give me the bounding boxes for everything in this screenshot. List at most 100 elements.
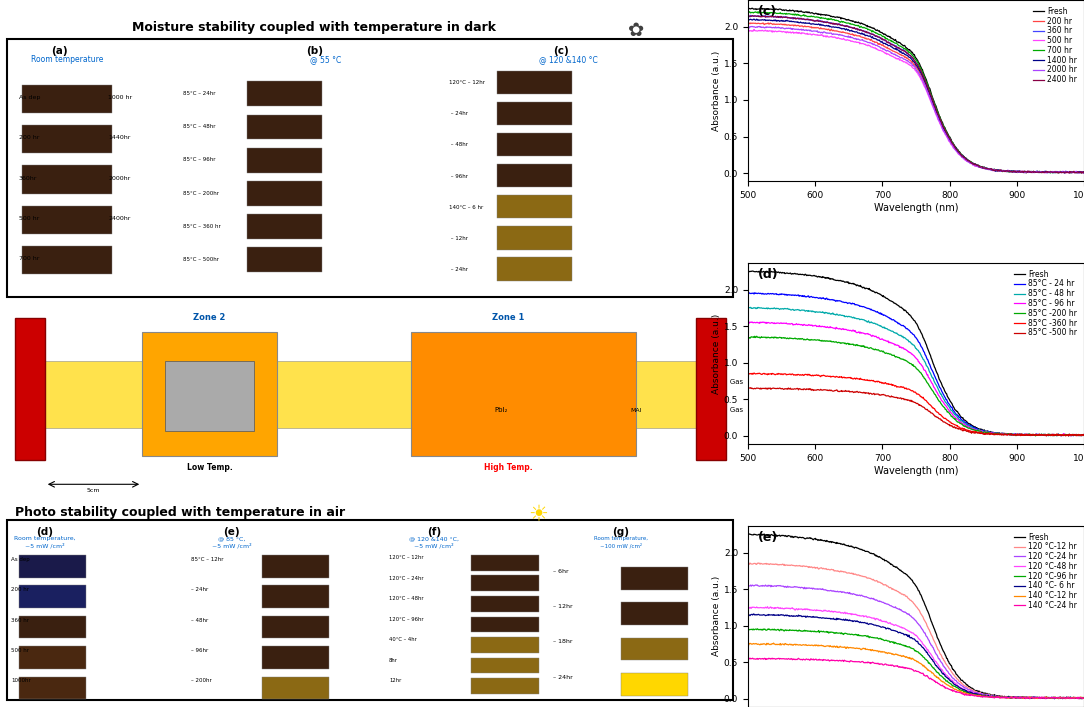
140 °C-12 hr (904, 655, 917, 663)
500 hr (942, 136, 955, 145)
85°C - 24 hr (1071, 431, 1084, 440)
Line: Fresh: Fresh (748, 271, 1084, 436)
120 °C-24 hr (1077, 694, 1084, 702)
120 °C-12 hr (902, 594, 915, 602)
120 °C-48 hr (924, 649, 937, 658)
85°C -500 hr (902, 396, 915, 404)
85°C -360 hr (942, 416, 955, 425)
Bar (498, 102, 572, 125)
120 °C-48 hr (741, 603, 754, 612)
Bar (23, 206, 112, 234)
700 hr (1044, 169, 1057, 177)
Text: – 24hr: – 24hr (554, 674, 573, 680)
120 °C-48 hr (942, 673, 955, 682)
Text: (g): (g) (612, 527, 630, 537)
140 °C-12 hr (1018, 694, 1031, 702)
Text: (f): (f) (427, 527, 441, 537)
Text: (c): (c) (553, 46, 569, 56)
140 °C-12 hr (1077, 694, 1084, 703)
Text: (d): (d) (37, 527, 53, 537)
Text: 85°C – 200hr: 85°C – 200hr (183, 190, 219, 196)
85°C -500 hr (1077, 431, 1084, 439)
Y-axis label: Absorbance (a.u.): Absorbance (a.u.) (712, 50, 721, 131)
85°C - 24 hr (924, 362, 937, 370)
2400 hr (1075, 169, 1084, 177)
Bar (472, 617, 539, 632)
120 °C-12 hr (904, 596, 917, 604)
Text: 120°C – 12hr: 120°C – 12hr (389, 555, 424, 561)
120 °C-48 hr (904, 628, 917, 636)
140 °C-12 hr (942, 682, 955, 690)
85°C -200 hr (924, 383, 937, 392)
Fresh (741, 267, 754, 276)
Text: Low Temp.: Low Temp. (186, 463, 232, 472)
360 hr (942, 133, 955, 141)
85°C -200 hr (1018, 431, 1031, 439)
85°C - 48 hr (942, 402, 955, 410)
85°C - 24 hr (942, 399, 955, 408)
Y-axis label: Absorbance (a.u.): Absorbance (a.u.) (712, 313, 721, 394)
Bar (261, 585, 330, 608)
360 hr (1077, 168, 1084, 177)
2000 hr (1072, 169, 1084, 177)
Text: 1000hr: 1000hr (11, 678, 31, 684)
Text: (b): (b) (306, 46, 323, 56)
Text: 85°C – 96hr: 85°C – 96hr (183, 157, 216, 163)
120 °C-48 hr (1077, 694, 1084, 702)
Fresh (902, 572, 915, 580)
120 °C-12 hr (924, 629, 937, 637)
85°C - 48 hr (904, 338, 917, 346)
85°C - 96 hr (1077, 431, 1084, 439)
140 °C-24 hr (741, 654, 754, 662)
2400 hr (942, 133, 955, 141)
Text: Room temperature,: Room temperature, (14, 536, 76, 541)
Text: 1440hr: 1440hr (108, 135, 131, 141)
360 hr (902, 50, 915, 59)
Text: – 200hr: – 200hr (191, 678, 211, 684)
1400 hr (741, 16, 754, 24)
85°C -500 hr (1040, 432, 1053, 440)
1400 hr (904, 53, 917, 62)
Line: 85°C - 48 hr: 85°C - 48 hr (748, 308, 1084, 436)
85°C - 96 hr (1070, 431, 1083, 439)
85°C - 48 hr (741, 304, 754, 312)
120 °C-96 hr (902, 643, 915, 651)
500 hr (1077, 168, 1084, 176)
120 °C-24 hr (904, 612, 917, 620)
85°C - 48 hr (744, 303, 757, 312)
140 °C-12 hr (767, 639, 780, 648)
700 hr (741, 8, 754, 17)
Bar (498, 195, 572, 218)
140 °C- 6 hr (942, 674, 955, 683)
85°C - 96 hr (901, 346, 914, 355)
Text: – 24hr: – 24hr (449, 111, 468, 117)
Fresh (1077, 168, 1084, 176)
Fresh (942, 132, 955, 140)
Fresh (902, 309, 915, 317)
Fresh (1062, 432, 1075, 440)
Fresh (746, 4, 759, 13)
85°C -360 hr (748, 369, 761, 378)
360 hr (744, 11, 757, 20)
140 °C-12 hr (924, 667, 937, 675)
85°C - 96 hr (924, 375, 937, 383)
Fresh (1075, 694, 1084, 703)
140 °C- 6 hr (1077, 694, 1084, 702)
Bar (621, 567, 688, 590)
Bar (142, 332, 276, 456)
85°C -200 hr (750, 332, 763, 341)
700 hr (904, 49, 917, 57)
85°C -360 hr (1018, 431, 1031, 439)
Text: 120°C – 12hr: 120°C – 12hr (449, 80, 485, 86)
Text: Sub.: Sub. (202, 404, 217, 409)
Text: 12hr: 12hr (389, 678, 401, 684)
Text: 500 hr: 500 hr (11, 648, 29, 653)
200 hr (741, 19, 754, 28)
Line: 140 °C-24 hr: 140 °C-24 hr (748, 658, 1084, 699)
Line: 120 °C-96 hr: 120 °C-96 hr (748, 629, 1084, 699)
Text: ~100 mW /cm²: ~100 mW /cm² (599, 543, 642, 549)
Text: Room temperature: Room temperature (31, 55, 103, 64)
85°C -200 hr (942, 408, 955, 416)
140 °C-12 hr (902, 653, 915, 662)
500 hr (1018, 168, 1031, 176)
